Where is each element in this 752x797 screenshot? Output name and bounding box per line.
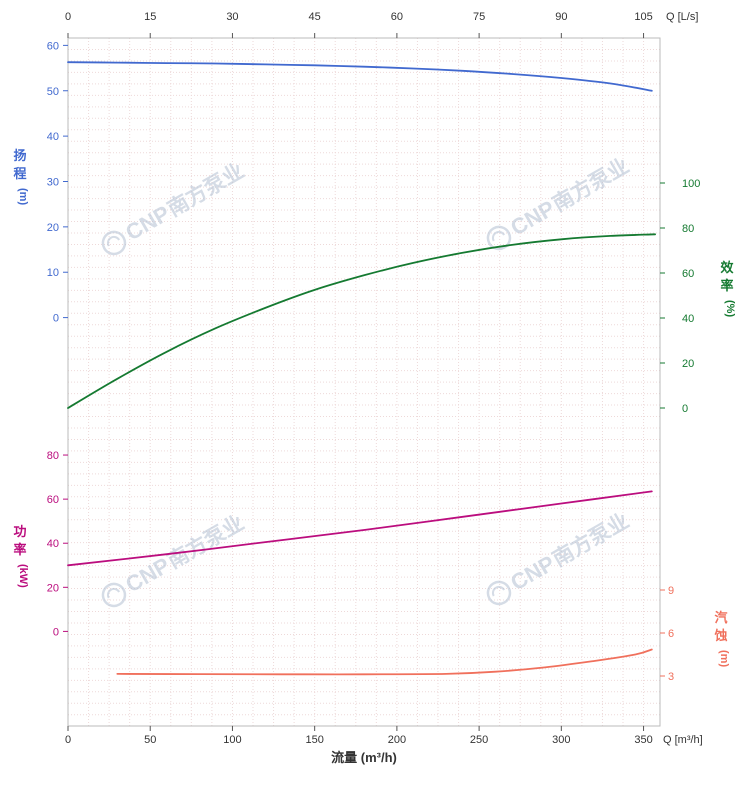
plot-border xyxy=(67,37,661,727)
svg-text:6: 6 xyxy=(668,628,674,640)
y-axis-power: 80 60 40 20 0 功率 (kW) xyxy=(13,450,68,638)
svg-text:功: 功 xyxy=(13,524,26,539)
head-curve xyxy=(67,61,653,92)
svg-text:15: 15 xyxy=(144,11,156,23)
x-axis-bottom: 0 50 100 150 200 250 300 350 Q [m³/h] 流量 (m³/h) xyxy=(65,726,703,765)
svg-text:350: 350 xyxy=(634,734,652,746)
svg-text:40: 40 xyxy=(47,131,59,143)
svg-text:蚀: 蚀 xyxy=(713,628,727,643)
svg-text:75: 75 xyxy=(473,11,485,23)
svg-text:0: 0 xyxy=(65,734,71,746)
svg-text:0: 0 xyxy=(53,313,59,325)
svg-text:南方泵业: 南方泵业 xyxy=(548,154,633,217)
svg-text:9: 9 xyxy=(668,585,674,597)
svg-text:45: 45 xyxy=(309,11,321,23)
svg-text:50: 50 xyxy=(47,86,59,98)
svg-text:Q [m³/h]: Q [m³/h] xyxy=(663,734,703,746)
svg-text:10: 10 xyxy=(47,267,59,279)
svg-text:80: 80 xyxy=(682,223,694,235)
svg-text:40: 40 xyxy=(47,538,59,550)
svg-text:20: 20 xyxy=(47,582,59,594)
svg-text:(m): (m) xyxy=(718,650,730,667)
svg-text:40: 40 xyxy=(682,313,694,325)
svg-text:200: 200 xyxy=(388,734,406,746)
svg-text:100: 100 xyxy=(682,178,700,190)
y-axis-efficiency: 100 80 60 40 20 0 效率 (%) xyxy=(660,178,736,415)
svg-text:30: 30 xyxy=(47,176,59,188)
svg-text:3: 3 xyxy=(668,671,674,683)
svg-text:扬: 扬 xyxy=(13,148,26,163)
x-axis-top: 0 15 30 45 60 75 90 105 Q [L/s] xyxy=(65,11,698,38)
svg-text:程: 程 xyxy=(13,166,26,181)
svg-text:90: 90 xyxy=(555,11,567,23)
y-axis-npsh: 9 6 3 汽蚀 (m) xyxy=(660,585,730,683)
svg-text:(m): (m) xyxy=(17,188,29,205)
svg-text:105: 105 xyxy=(634,11,652,23)
svg-text:流量 (m³/h): 流量 (m³/h) xyxy=(331,750,397,765)
svg-text:0: 0 xyxy=(682,403,688,415)
y-axis-head: 60 50 40 30 20 10 0 扬程 (m) xyxy=(13,40,68,325)
svg-text:(%): (%) xyxy=(724,300,736,317)
svg-text:80: 80 xyxy=(47,450,59,462)
grid-layer xyxy=(67,37,660,726)
svg-text:20: 20 xyxy=(682,358,694,370)
svg-text:60: 60 xyxy=(391,11,403,23)
curves-layer xyxy=(67,61,656,676)
svg-text:0: 0 xyxy=(53,626,59,638)
svg-text:150: 150 xyxy=(305,734,323,746)
svg-text:60: 60 xyxy=(47,494,59,506)
power-curve xyxy=(67,490,653,567)
svg-text:0: 0 xyxy=(65,11,71,23)
efficiency-curve xyxy=(67,233,656,409)
svg-text:50: 50 xyxy=(144,734,156,746)
svg-text:效: 效 xyxy=(720,260,734,275)
svg-text:250: 250 xyxy=(470,734,488,746)
svg-text:100: 100 xyxy=(223,734,241,746)
svg-text:20: 20 xyxy=(47,222,59,234)
svg-text:60: 60 xyxy=(47,40,59,52)
svg-text:30: 30 xyxy=(226,11,238,23)
svg-text:Q [L/s]: Q [L/s] xyxy=(666,11,698,23)
svg-text:300: 300 xyxy=(552,734,570,746)
svg-text:南方泵业: 南方泵业 xyxy=(163,159,248,222)
npsh-curve xyxy=(116,648,653,676)
svg-text:(kW): (kW) xyxy=(17,564,29,588)
svg-text:汽: 汽 xyxy=(714,610,727,625)
svg-text:60: 60 xyxy=(682,268,694,280)
svg-text:率: 率 xyxy=(13,542,26,557)
svg-text:率: 率 xyxy=(720,278,733,293)
